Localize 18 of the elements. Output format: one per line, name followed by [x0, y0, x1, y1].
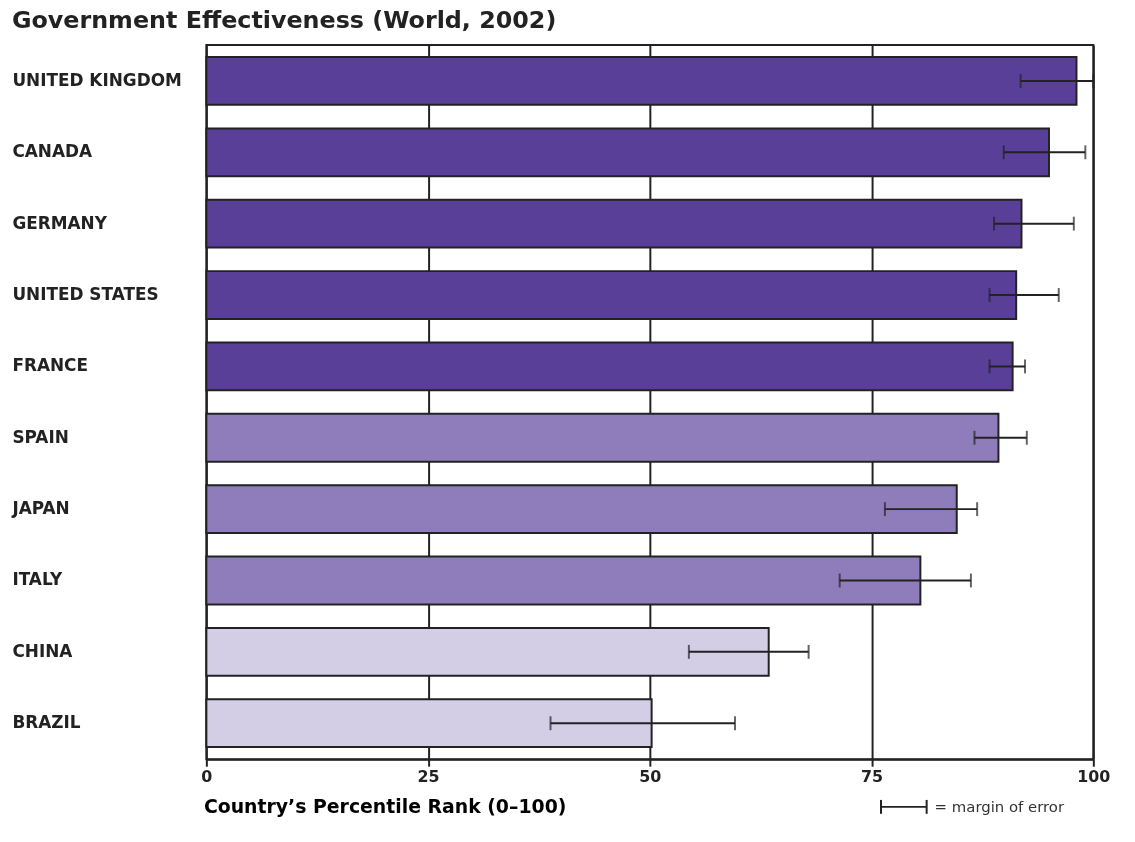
x-tick-label: 100	[1077, 766, 1111, 786]
x-axis-title: Country’s Percentile Rank (0–100)	[203, 796, 567, 818]
x-tick-label: 25	[417, 766, 440, 786]
y-tick-label: UNITED KINGDOM	[12, 69, 182, 90]
y-tick-label: CANADA	[12, 141, 93, 162]
y-tick-label: UNITED STATES	[12, 284, 159, 304]
y-tick-label: SPAIN	[12, 426, 69, 447]
y-tick-label: JAPAN	[11, 498, 70, 519]
y-tick-label: CHINA	[12, 640, 73, 661]
y-tick-label: ITALY	[12, 569, 64, 590]
y-tick-label: BRAZIL	[12, 712, 81, 733]
y-tick-label: FRANCE	[12, 355, 88, 376]
x-tick-label: 0	[201, 766, 213, 786]
chart-title: Government Effectiveness (World, 2002)	[11, 6, 557, 35]
x-tick-label: 75	[861, 766, 884, 786]
text: = margin of error	[934, 797, 1065, 816]
x-tick-label: 50	[639, 766, 662, 786]
y-tick-label: GERMANY	[12, 212, 108, 233]
